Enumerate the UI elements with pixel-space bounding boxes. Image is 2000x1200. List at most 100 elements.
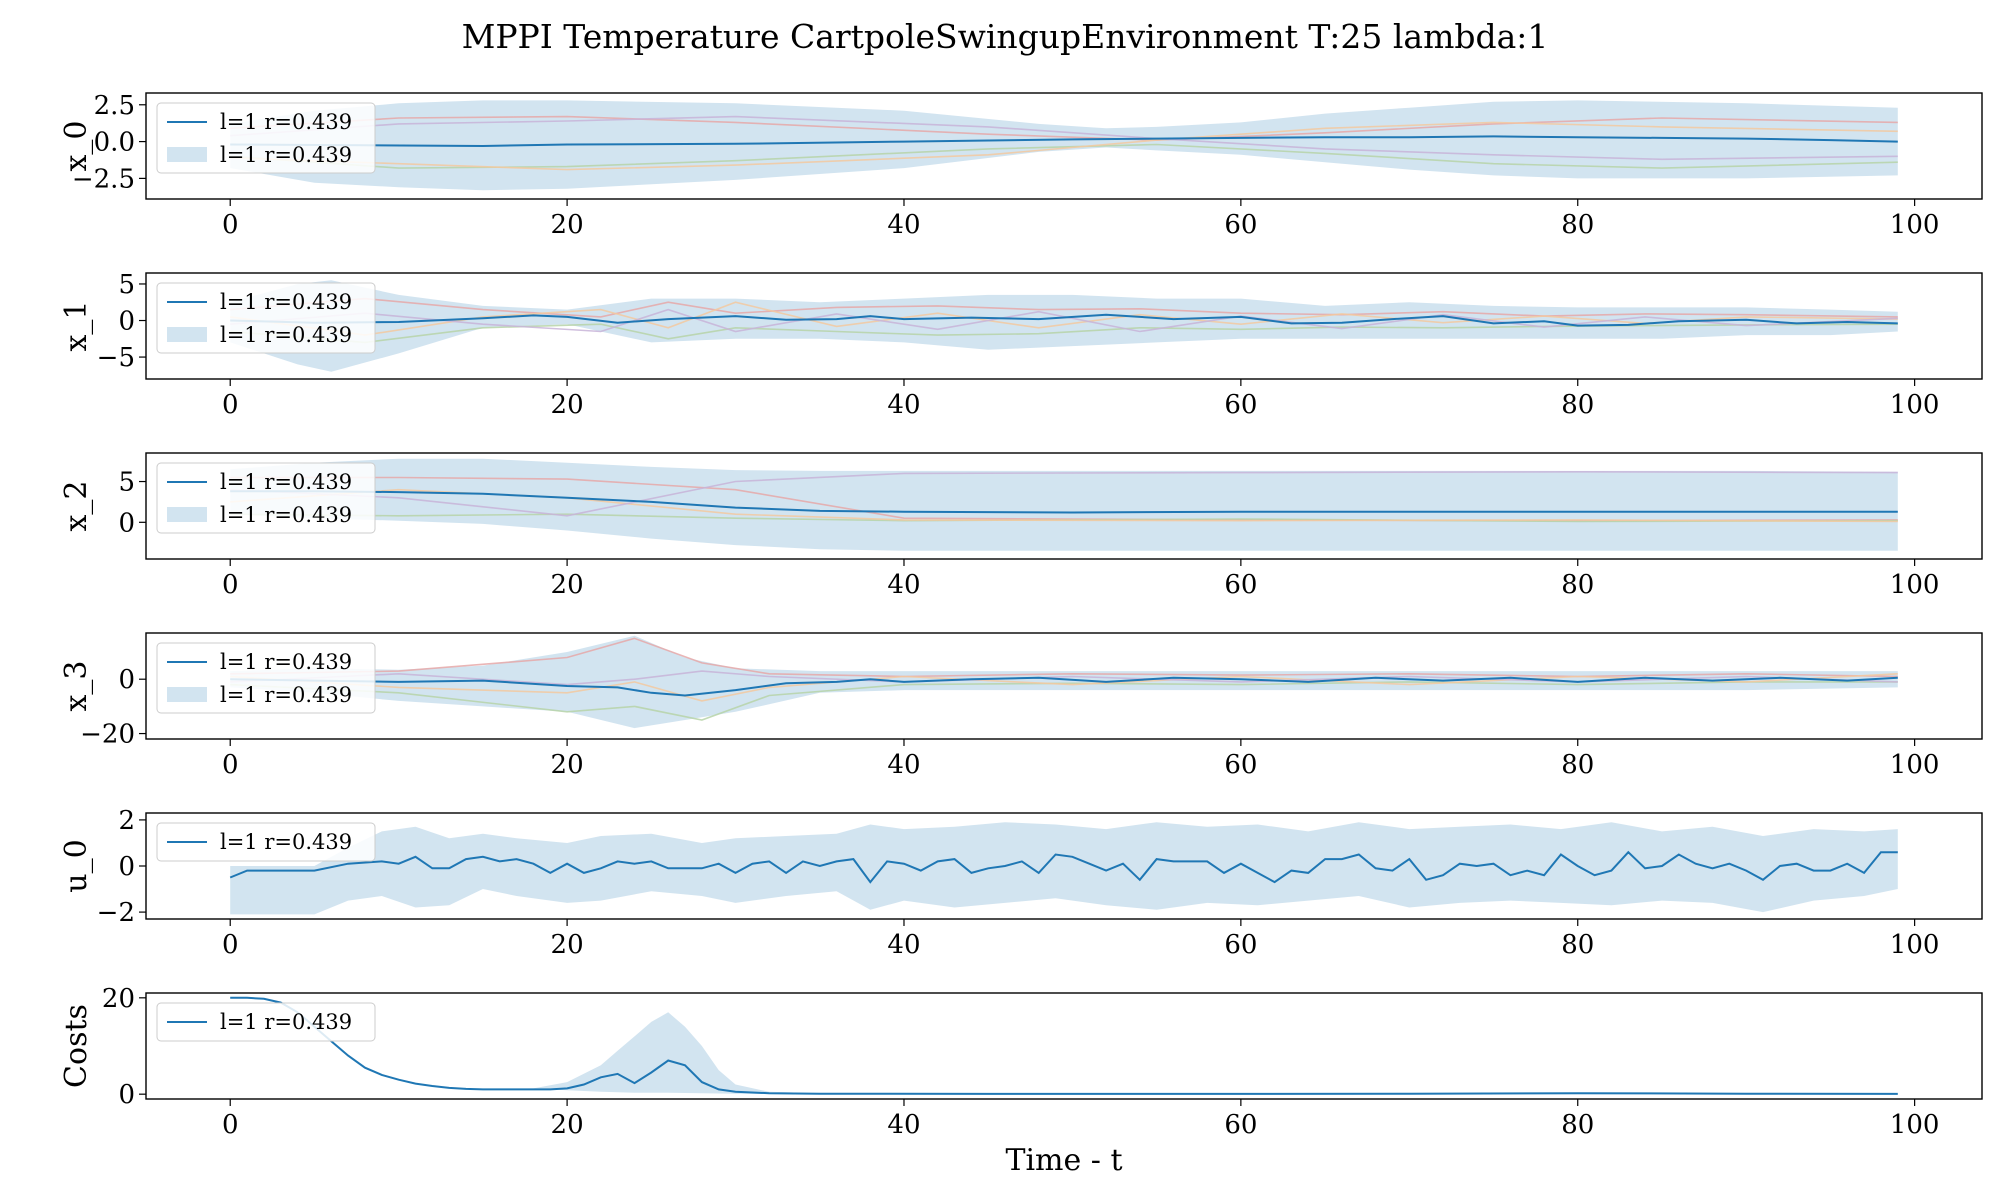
legend-band-swatch — [167, 147, 207, 162]
x-tick-label: 0 — [222, 1110, 239, 1140]
mean-line — [229, 850, 1898, 884]
panel-x-2: 0 20 40 60 80 100 0 5 x_2 l=1 r=0.439 l=1 r=0.439 — [59, 452, 1983, 600]
legend-frame — [156, 1002, 376, 1042]
y-tick-label: −2.5 — [72, 164, 135, 194]
x-tick-label: 100 — [1890, 750, 1940, 780]
x-tick-label: 100 — [1890, 570, 1940, 600]
x-tick-label: 100 — [1890, 1110, 1940, 1140]
x-tick-label: 80 — [1561, 750, 1594, 780]
plot-area — [230, 280, 1898, 372]
x-tick-label: 60 — [1224, 1110, 1257, 1140]
y-tick-label: 0 — [118, 307, 135, 337]
x-tick-label: 0 — [222, 390, 239, 420]
legend: l=1 r=0.439 l=1 r=0.439 — [156, 282, 376, 354]
legend-line-label: l=1 r=0.439 — [220, 290, 352, 314]
y-tick-label: 2 — [118, 806, 135, 836]
x-tick-label: 80 — [1561, 1110, 1594, 1140]
panel-u-0: 0 20 40 60 80 100 −2 0 2 u_0 l=1 r=0.439 — [59, 806, 1983, 960]
y-tick-label: 0 — [118, 508, 135, 538]
sample-trajectory — [230, 488, 1898, 523]
mean-line — [230, 490, 1898, 514]
sample-trajectory — [230, 470, 1898, 517]
legend-frame — [156, 642, 376, 714]
confidence-band — [230, 458, 1898, 551]
x-tick-label: 40 — [887, 210, 920, 240]
sample-trajectory — [230, 121, 1898, 171]
sample-trajectory — [230, 115, 1898, 141]
legend-line-label: l=1 r=0.439 — [220, 1010, 352, 1034]
y-tick-label: 5 — [118, 270, 135, 300]
legend-band-swatch — [167, 507, 207, 522]
y-tick-label: 5 — [118, 468, 135, 498]
plot-area — [230, 635, 1898, 729]
x-tick-label: 20 — [551, 570, 584, 600]
y-tick-label: 20 — [102, 984, 135, 1014]
sample-trajectory — [230, 673, 1898, 702]
panel-costs: 0 20 40 60 80 100 0 20 Costs l=1 r=0.439 — [59, 984, 1983, 1140]
sample-trajectory — [230, 115, 1898, 161]
x-tick-label: 60 — [1224, 390, 1257, 420]
x-tick-label: 0 — [222, 210, 239, 240]
confidence-band — [230, 822, 1898, 915]
legend-frame — [156, 282, 376, 354]
legend: l=1 r=0.439 — [156, 822, 376, 862]
confidence-band — [230, 997, 1898, 1095]
confidence-band — [230, 280, 1898, 372]
y-tick-label: 0 — [118, 665, 135, 695]
confidence-band — [230, 635, 1898, 729]
x-tick-label: 0 — [222, 930, 239, 960]
x-tick-label: 100 — [1890, 390, 1940, 420]
plot-area — [230, 458, 1898, 551]
y-tick-label: −2 — [97, 898, 135, 928]
legend: l=1 r=0.439 l=1 r=0.439 — [156, 462, 376, 534]
y-axis-label: u_0 — [59, 839, 94, 892]
plot-area — [230, 996, 1898, 1095]
x-tick-label: 80 — [1561, 390, 1594, 420]
x-axis-label: Time - t — [1005, 1143, 1122, 1178]
x-tick-label: 40 — [887, 570, 920, 600]
x-tick-label: 20 — [551, 210, 584, 240]
x-tick-label: 40 — [887, 390, 920, 420]
mean-line — [230, 676, 1898, 697]
axes-frame — [145, 452, 1983, 560]
x-tick-label: 80 — [1561, 210, 1594, 240]
x-tick-label: 0 — [222, 570, 239, 600]
mean-line — [230, 313, 1898, 327]
legend-band-swatch — [167, 687, 207, 702]
y-axis-label: x_3 — [59, 660, 94, 711]
chart-title: MPPI Temperature CartpoleSwingupEnvironm… — [462, 17, 1549, 56]
legend-band-label: l=1 r=0.439 — [220, 323, 352, 347]
mean-line — [230, 135, 1898, 148]
sample-trajectory — [230, 308, 1898, 333]
x-tick-label: 0 — [222, 750, 239, 780]
x-tick-label: 80 — [1561, 570, 1594, 600]
y-tick-label: −5 — [97, 343, 135, 373]
y-axis-label: x_2 — [59, 480, 94, 531]
x-tick-label: 20 — [551, 930, 584, 960]
legend-band-label: l=1 r=0.439 — [220, 503, 352, 527]
axes-frame — [145, 992, 1983, 1100]
legend-band-swatch — [167, 327, 207, 342]
sample-trajectory — [230, 513, 1898, 523]
y-tick-label: 2.5 — [94, 91, 135, 121]
x-tick-label: 60 — [1224, 930, 1257, 960]
y-axis-label: x_0 — [59, 120, 94, 171]
legend-frame — [156, 102, 376, 174]
x-tick-label: 40 — [887, 930, 920, 960]
legend: l=1 r=0.439 — [156, 1002, 376, 1042]
x-tick-label: 80 — [1561, 930, 1594, 960]
y-tick-label: 0 — [118, 1080, 135, 1110]
legend-band-label: l=1 r=0.439 — [220, 143, 352, 167]
y-tick-label: 0 — [118, 852, 135, 882]
x-tick-label: 40 — [887, 750, 920, 780]
x-tick-label: 60 — [1224, 750, 1257, 780]
sample-trajectory — [230, 681, 1898, 721]
x-tick-label: 20 — [551, 390, 584, 420]
x-tick-label: 100 — [1890, 210, 1940, 240]
legend-frame — [156, 462, 376, 534]
x-tick-label: 60 — [1224, 570, 1257, 600]
legend: l=1 r=0.439 l=1 r=0.439 — [156, 642, 376, 714]
